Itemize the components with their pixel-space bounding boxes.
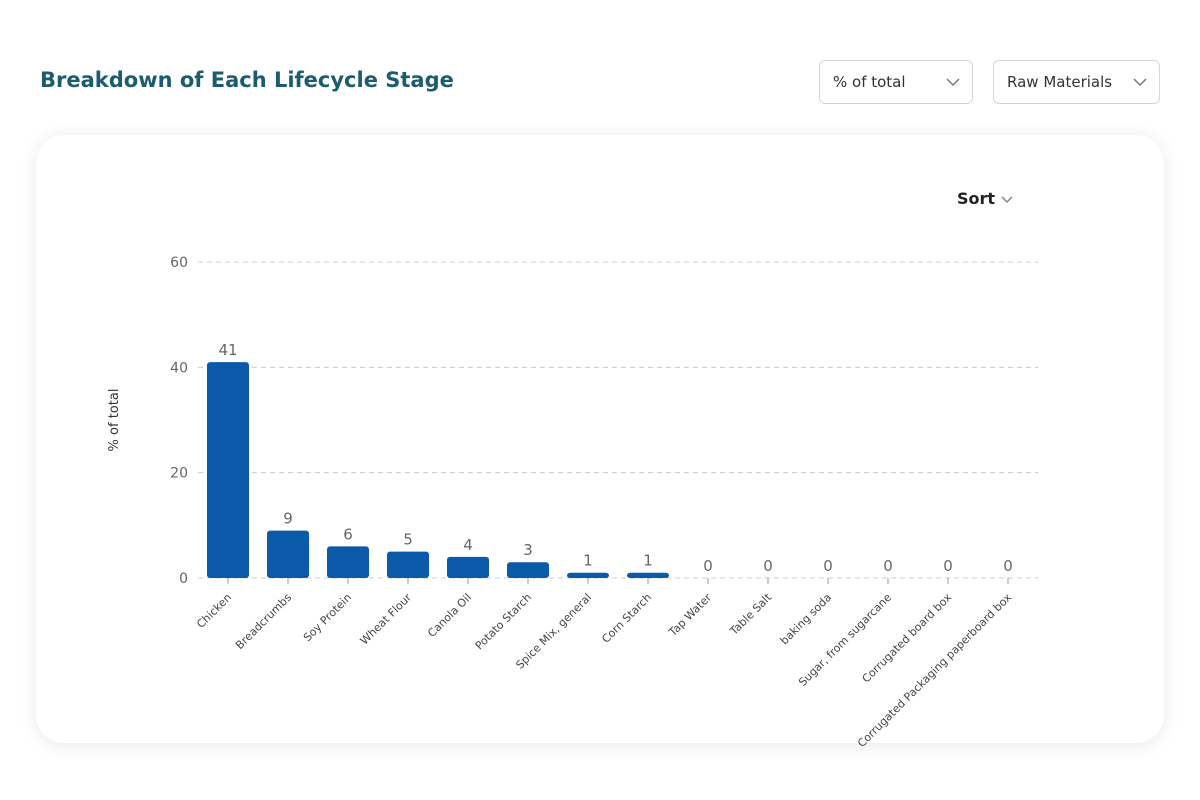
- bar: [627, 572, 669, 578]
- y-tick-label: 40: [170, 360, 188, 376]
- bar: [387, 551, 429, 578]
- page-title: Breakdown of Each Lifecycle Stage: [40, 68, 454, 92]
- x-tick-label: baking soda: [778, 591, 834, 647]
- value-label: 0: [823, 557, 833, 575]
- bar: [507, 562, 549, 578]
- x-tick-label: Wheat Flour: [358, 591, 415, 648]
- value-label: 0: [703, 557, 713, 575]
- chevron: [1133, 78, 1147, 87]
- value-label: 9: [283, 510, 293, 528]
- x-tick-label: Canola Oil: [425, 591, 474, 640]
- value-label: 41: [218, 341, 237, 359]
- value-label: 5: [403, 531, 413, 549]
- bar: [327, 546, 369, 578]
- chevron: [1001, 196, 1013, 203]
- dropdown-label: Raw Materials: [1007, 73, 1113, 91]
- sort-button[interactable]: Sort: [957, 189, 1013, 208]
- chevron: [946, 78, 960, 87]
- x-tick-label: Tap Water: [666, 591, 715, 640]
- value-label: 4: [463, 536, 473, 554]
- bar: [447, 556, 489, 578]
- x-tick-label: Table Salt: [727, 590, 775, 638]
- dropdown-label: % of total: [833, 73, 906, 91]
- value-label: 3: [523, 541, 533, 559]
- value-label: 1: [583, 552, 593, 570]
- value-label: 0: [883, 557, 893, 575]
- bar: [207, 362, 249, 578]
- value-label: 0: [763, 557, 773, 575]
- value-label: 0: [943, 557, 953, 575]
- y-tick-label: 60: [170, 255, 188, 271]
- x-tick-label: Soy Protein: [301, 591, 354, 644]
- y-tick-label: 20: [170, 466, 188, 482]
- value-label: 1: [643, 552, 653, 570]
- stage-dropdown[interactable]: Raw Materials: [993, 60, 1160, 104]
- value-label: 0: [1003, 557, 1013, 575]
- metric-dropdown[interactable]: % of total: [819, 60, 973, 104]
- x-tick-label: Potato Starch: [473, 591, 534, 652]
- y-tick-label: 0: [179, 571, 188, 587]
- x-tick-label: Breadcrumbs: [233, 591, 294, 652]
- value-label: 6: [343, 525, 353, 543]
- bar: [567, 572, 609, 578]
- x-tick-label: Corn Starch: [599, 591, 654, 646]
- x-tick-label: Chicken: [194, 591, 234, 631]
- bar: [267, 530, 309, 578]
- sort-label: Sort: [957, 189, 996, 208]
- y-axis-label: % of total: [107, 389, 122, 452]
